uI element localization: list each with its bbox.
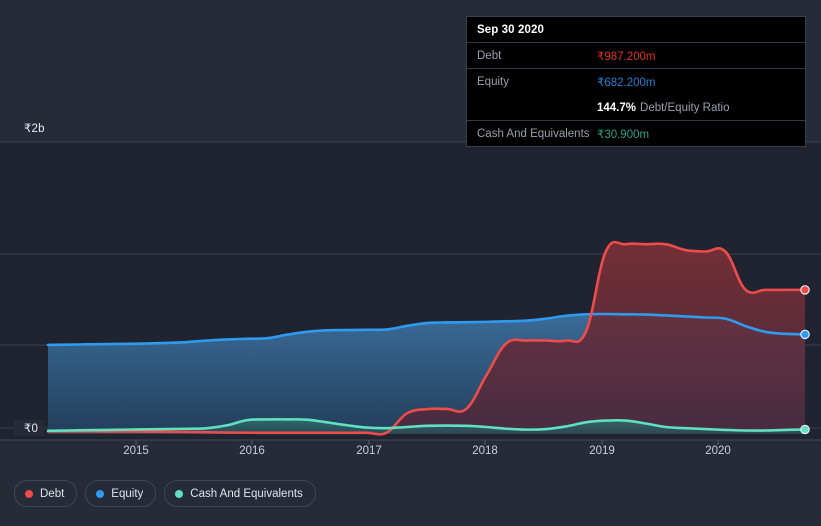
tooltip-ratio-group: 144.7% Debt/Equity Ratio bbox=[597, 98, 730, 116]
x-axis-tick-2020: 2020 bbox=[705, 445, 731, 457]
tooltip-value-equity: ₹682.200m bbox=[597, 76, 656, 89]
legend-item-cash-and-equivalents[interactable]: Cash And Equivalents bbox=[164, 480, 316, 507]
x-axis-tick-2016: 2016 bbox=[239, 445, 265, 457]
legend-item-debt[interactable]: Debt bbox=[14, 480, 78, 507]
y-axis-label-top: ₹2b bbox=[14, 120, 51, 136]
legend-item-equity[interactable]: Equity bbox=[85, 480, 157, 507]
tooltip-row-ratio: 144.7% Debt/Equity Ratio bbox=[467, 94, 805, 120]
tooltip-value-ratio: 144.7% bbox=[597, 102, 637, 114]
tooltip-row-equity: Equity ₹682.200m bbox=[467, 68, 805, 94]
legend-label: Debt bbox=[40, 487, 65, 500]
x-axis-tick-2018: 2018 bbox=[472, 445, 498, 457]
legend-color-dot-icon bbox=[175, 489, 184, 498]
x-axis-tick-2015: 2015 bbox=[123, 445, 149, 457]
legend-label: Equity bbox=[111, 487, 144, 500]
tooltip-value-debt: ₹987.200m bbox=[597, 50, 656, 63]
legend-label: Cash And Equivalents bbox=[190, 487, 303, 500]
y-axis-label-zero: ₹0 bbox=[14, 420, 45, 436]
tooltip-title: Sep 30 2020 bbox=[477, 24, 544, 36]
tooltip-label-debt: Debt bbox=[477, 49, 502, 62]
tooltip-label-ratio: Debt/Equity Ratio bbox=[640, 102, 730, 114]
tooltip-row-cash: Cash And Equivalents ₹30.900m bbox=[467, 120, 805, 146]
legend-color-dot-icon bbox=[96, 489, 105, 498]
tooltip-label-cash: Cash And Equivalents bbox=[477, 127, 590, 140]
chart-legend: Debt Equity Cash And Equivalents bbox=[14, 480, 316, 507]
tooltip-label-equity: Equity bbox=[477, 75, 509, 88]
tooltip-row-debt: Debt ₹987.200m bbox=[467, 42, 805, 68]
chart-tooltip: Sep 30 2020 Debt ₹987.200m Equity ₹682.2… bbox=[466, 16, 806, 147]
tooltip-value-cash: ₹30.900m bbox=[597, 128, 650, 141]
x-axis-tick-2017: 2017 bbox=[356, 445, 382, 457]
legend-color-dot-icon bbox=[25, 489, 33, 498]
x-axis-tick-2019: 2019 bbox=[589, 445, 615, 457]
